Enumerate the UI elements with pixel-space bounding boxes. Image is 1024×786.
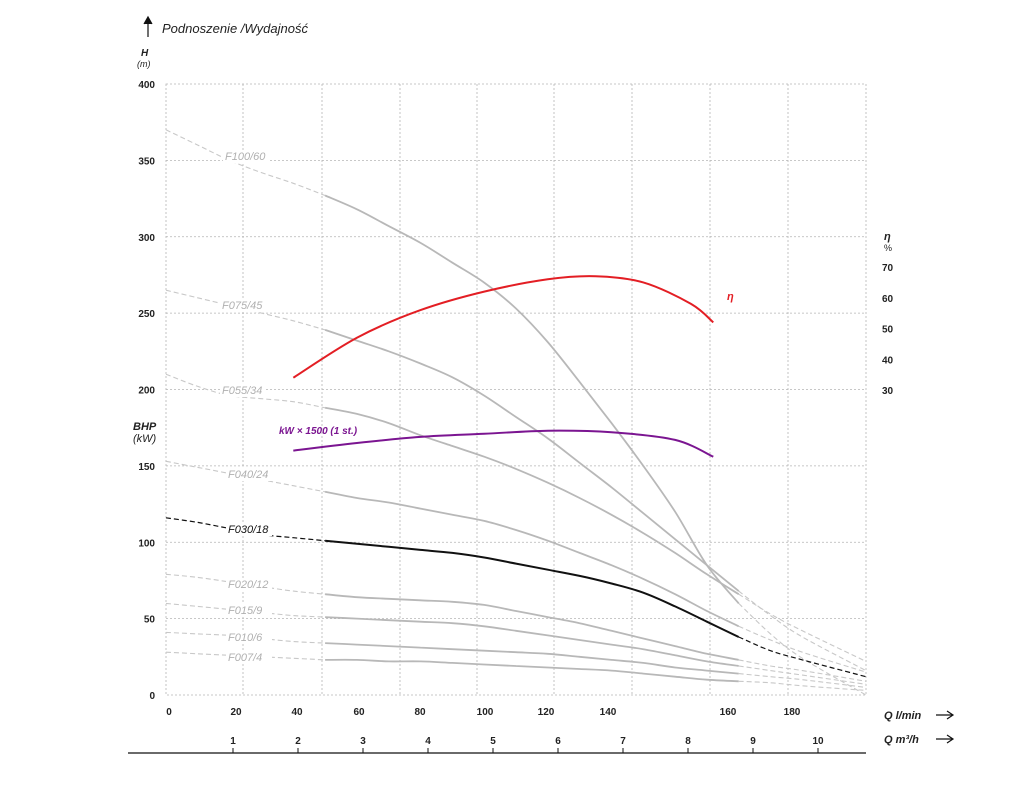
curve-f055-34-start (165, 373, 326, 409)
y-tick-label: 100 (138, 538, 155, 549)
curve-f040-24 (324, 490, 740, 628)
curve-f055-34-end (738, 593, 867, 662)
curve-label: F015/9 (228, 605, 262, 617)
curve-label: F100/60 (225, 151, 266, 163)
x-tick-label-lmin: 160 (720, 707, 737, 718)
x-tick-label-lmin: 40 (291, 707, 303, 718)
y-tick-label: 300 (138, 233, 155, 244)
eta-axis-label: η (884, 231, 891, 243)
curve-label-bg (226, 468, 272, 481)
curve-label-bg (226, 523, 272, 536)
power-label: kW × 1500 (1 st.) (279, 426, 358, 437)
curve-f015-9-end (738, 665, 867, 685)
curve-f020-12 (325, 593, 739, 661)
curve-f010-6 (325, 642, 739, 675)
x-tick-label-m3h: 4 (425, 736, 431, 747)
efficiency-curve (292, 275, 714, 379)
arrow-right-icon (936, 710, 955, 720)
y-tick-label: 50 (144, 615, 156, 626)
curve-f030-18 (325, 539, 740, 638)
chart-title: Podnoszenie /Wydajność (162, 21, 308, 36)
power-curve (293, 429, 714, 458)
curves (165, 129, 867, 696)
curve-f040-24-end (738, 625, 867, 673)
curve-f007-4 (325, 658, 739, 683)
up-arrow-icon (143, 15, 153, 37)
bhp-label: BHP (133, 421, 157, 433)
curve-f010-6-end (738, 673, 867, 688)
y-axis-unit: (m) (137, 59, 151, 69)
x-tick-label-lmin: 60 (353, 707, 365, 718)
x-tick-label-m3h: 10 (812, 736, 824, 747)
curve-label-bg (226, 651, 272, 664)
curve-label: F010/6 (228, 632, 263, 644)
curve-f015-9-start (165, 602, 326, 618)
x-tick-label-lmin: 180 (784, 707, 801, 718)
curve-label-bg (220, 384, 266, 397)
curve-f100-60-end (738, 602, 867, 696)
eta-tick-label: 40 (882, 355, 894, 366)
eta-tick-label: 50 (882, 325, 894, 336)
x-tick-label-m3h: 3 (360, 736, 366, 747)
curve-f015-9 (325, 616, 739, 667)
curve-f075-45-end (738, 590, 867, 672)
curve-f075-45 (324, 329, 740, 592)
y-tick-label: 250 (138, 309, 155, 320)
y-tick-label: 400 (138, 80, 155, 91)
curve-f020-12-end (738, 659, 867, 682)
eta-tick-label: 70 (882, 263, 894, 274)
curve-f100-60 (324, 194, 740, 604)
labels: F100/60 F075/45 F055/34 F040/24 F030/18 F020/… (220, 150, 734, 664)
y-tick-label: 0 (149, 691, 155, 702)
x-tick-label-m3h: 2 (295, 736, 301, 747)
curve-f007-4-end (738, 680, 867, 691)
grid (165, 83, 867, 696)
curve-label: F007/4 (228, 652, 262, 664)
curve-label-bg (226, 578, 272, 591)
x-tick-label-lmin: 0 (166, 707, 172, 718)
y-tick-label: 150 (138, 462, 155, 473)
curve-label: F040/24 (228, 469, 268, 481)
x-axis-label-lmin: Q l/min (884, 710, 922, 722)
x-tick-label-m3h: 1 (230, 736, 236, 747)
x-tick-label-lmin: 140 (600, 707, 617, 718)
curve-label-bg (226, 631, 272, 644)
y-axis-label: H (141, 48, 149, 59)
y-tick-label: 200 (138, 386, 155, 397)
efficiency-label: η (727, 291, 734, 303)
x-tick-label-m3h: 5 (490, 736, 496, 747)
arrow-right-icon (936, 734, 955, 744)
eta-axis-unit: % (884, 243, 892, 253)
curve-label: F075/45 (222, 300, 263, 312)
y-tick-label: 350 (138, 156, 155, 167)
curve-label-bg (223, 150, 269, 163)
curve-f055-34 (324, 406, 740, 595)
curve-label-bg (220, 299, 266, 312)
curve-label: F055/34 (222, 385, 262, 397)
eta-tick-label: 60 (882, 294, 894, 305)
x-tick-label-lmin: 20 (230, 707, 242, 718)
x-tick-label-m3h: 8 (685, 736, 691, 747)
curve-f007-4-start (165, 651, 326, 661)
x-tick-label-lmin: 80 (414, 707, 426, 718)
x-tick-label-m3h: 7 (620, 736, 626, 747)
curve-label-bg (226, 604, 272, 617)
eta-tick-label: 30 (882, 386, 894, 397)
bhp-unit: (kW) (133, 433, 157, 445)
x-tick-label-m3h: 9 (750, 736, 756, 747)
x-tick-label-m3h: 6 (555, 736, 561, 747)
curve-f010-6-start (165, 631, 326, 644)
x-axis-label-m3h: Q m³/h (884, 734, 919, 746)
x-tick-label-lmin: 120 (538, 707, 555, 718)
x-tick-label-lmin: 100 (477, 707, 494, 718)
curve-f030-18-end (738, 636, 867, 678)
curve-label: F030/18 (228, 524, 269, 536)
curve-f100-60-start (165, 129, 326, 197)
curve-label: F020/12 (228, 579, 268, 591)
